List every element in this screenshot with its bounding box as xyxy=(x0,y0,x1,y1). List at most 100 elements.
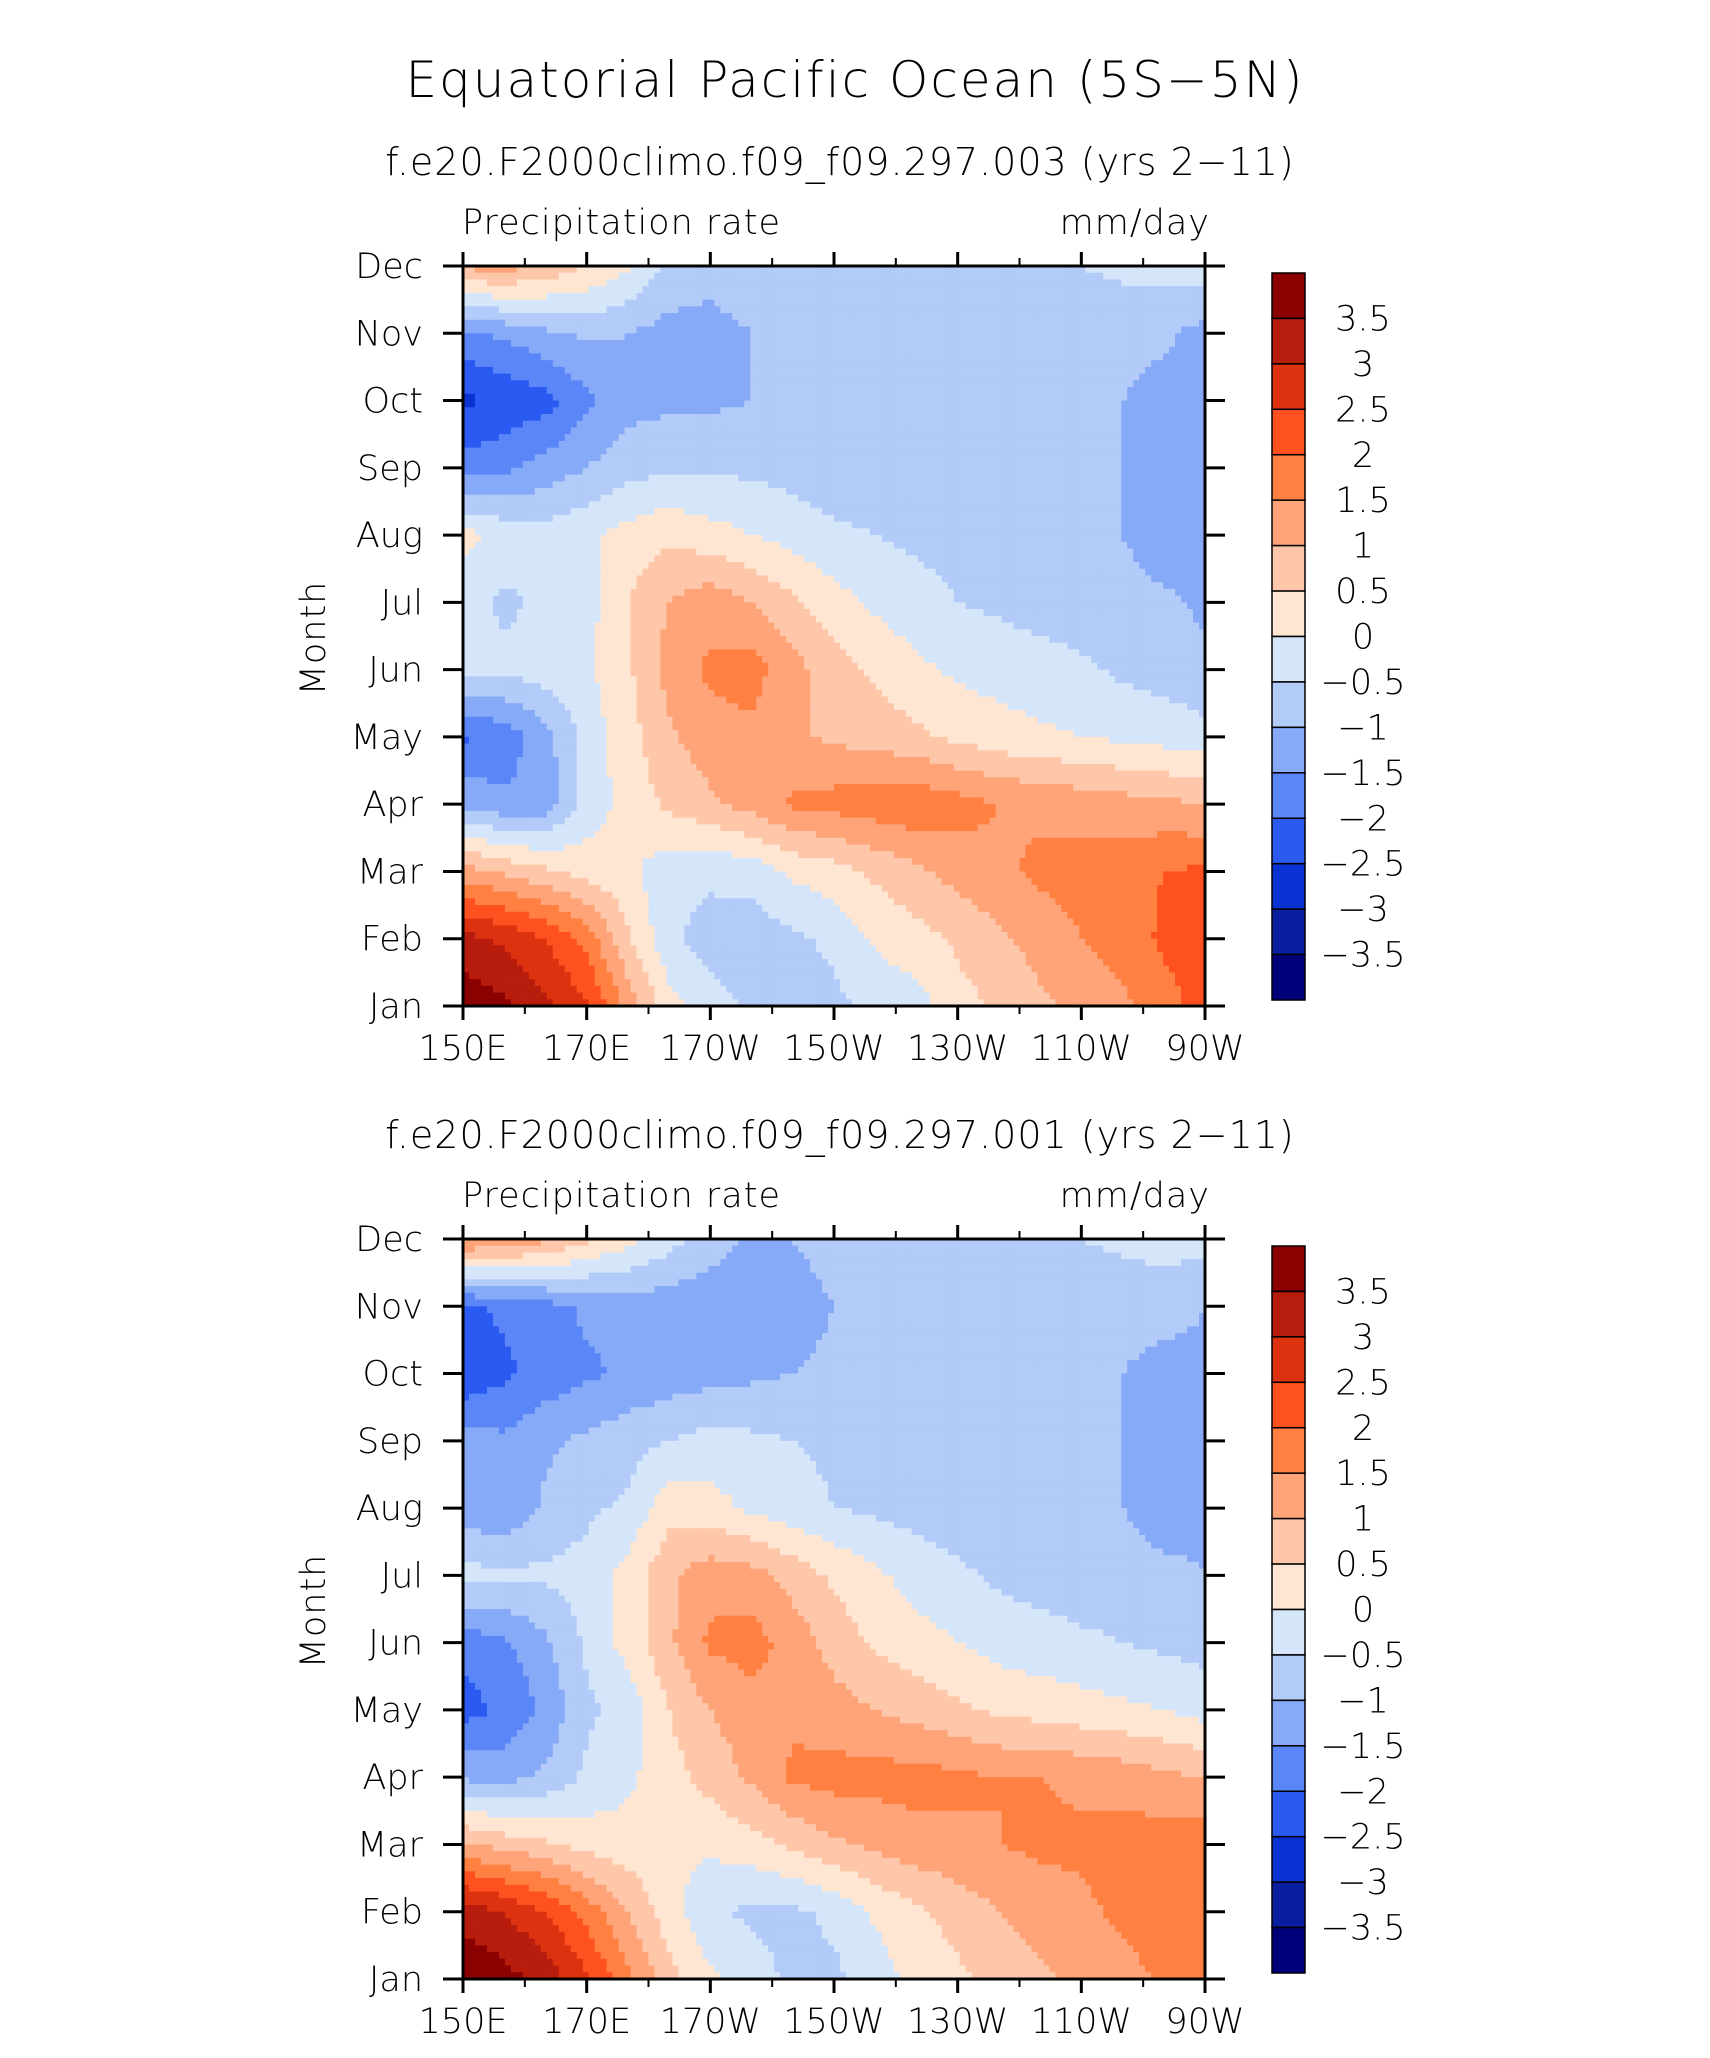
field-cell xyxy=(834,515,841,522)
field-cell xyxy=(523,495,530,502)
field-cell xyxy=(948,387,955,394)
field-cell xyxy=(559,367,566,374)
field-cell xyxy=(493,374,500,381)
field-cell xyxy=(834,448,841,455)
field-cell xyxy=(595,401,602,408)
field-cell xyxy=(966,475,973,482)
field-cell xyxy=(493,347,500,354)
field-cell xyxy=(948,374,955,381)
field-cell xyxy=(780,367,787,374)
field-cell xyxy=(631,300,638,307)
field-cell xyxy=(1037,347,1044,354)
field-cell xyxy=(690,340,697,347)
field-cell xyxy=(601,300,608,307)
field-cell xyxy=(577,313,584,320)
field-cell xyxy=(1031,300,1038,307)
field-cell xyxy=(906,387,913,394)
field-cell xyxy=(768,407,775,414)
field-cell xyxy=(852,515,859,522)
field-cell xyxy=(888,448,895,455)
field-cell xyxy=(768,414,775,421)
field-cell xyxy=(1187,454,1194,461)
field-cell xyxy=(1031,414,1038,421)
field-cell xyxy=(625,475,632,482)
field-cell xyxy=(798,441,805,448)
field-cell xyxy=(499,300,506,307)
field-cell xyxy=(1157,387,1164,394)
field-cell xyxy=(732,360,739,367)
field-cell xyxy=(1145,528,1152,535)
field-cell xyxy=(1055,387,1062,394)
field-cell xyxy=(511,327,518,334)
field-cell xyxy=(816,320,823,327)
field-cell xyxy=(595,300,602,307)
field-cell xyxy=(589,528,596,535)
field-cell xyxy=(858,528,865,535)
field-cell xyxy=(954,495,961,502)
field-cell xyxy=(1008,434,1015,441)
field-cell xyxy=(631,454,638,461)
field-cell xyxy=(1085,434,1092,441)
field-cell xyxy=(792,333,799,340)
field-cell xyxy=(882,488,889,495)
field-cell xyxy=(1008,414,1015,421)
field-cell xyxy=(1020,441,1027,448)
field-cell xyxy=(505,495,512,502)
field-cell xyxy=(744,481,751,488)
field-cell xyxy=(1055,407,1062,414)
field-cell xyxy=(631,286,638,293)
field-cell xyxy=(1055,528,1062,535)
field-cell xyxy=(948,461,955,468)
field-cell xyxy=(583,401,590,408)
field-cell xyxy=(882,347,889,354)
field-cell xyxy=(804,515,811,522)
field-cell xyxy=(649,495,656,502)
field-cell xyxy=(720,360,727,367)
field-cell xyxy=(595,306,602,313)
field-cell xyxy=(1008,401,1015,408)
field-cell xyxy=(553,501,560,508)
field-cell xyxy=(756,286,763,293)
field-cell xyxy=(816,387,823,394)
field-cell xyxy=(834,528,841,535)
field-cell xyxy=(469,441,476,448)
field-cell xyxy=(936,380,943,387)
field-cell xyxy=(702,286,709,293)
field-cell xyxy=(541,475,548,482)
field-cell xyxy=(798,367,805,374)
field-cell xyxy=(1193,495,1200,502)
field-cell xyxy=(756,522,763,529)
field-cell xyxy=(619,461,626,468)
field-cell xyxy=(1067,468,1074,475)
field-cell xyxy=(469,421,476,428)
field-cell xyxy=(619,347,626,354)
field-cell xyxy=(607,306,614,313)
field-cell xyxy=(625,434,632,441)
field-cell xyxy=(1020,333,1027,340)
field-cell xyxy=(637,495,644,502)
field-cell xyxy=(810,495,817,502)
field-cell xyxy=(660,387,667,394)
field-cell xyxy=(750,380,757,387)
field-cell xyxy=(487,273,494,280)
field-cell xyxy=(726,273,733,280)
field-cell xyxy=(984,522,991,529)
field-cell xyxy=(792,279,799,286)
field-cell xyxy=(978,501,985,508)
field-cell xyxy=(810,353,817,360)
field-cell xyxy=(834,380,841,387)
field-cell xyxy=(696,293,703,300)
field-cell xyxy=(912,461,919,468)
field-cell xyxy=(1031,293,1038,300)
field-cell xyxy=(481,522,488,529)
field-cell xyxy=(780,380,787,387)
field-cell xyxy=(553,441,560,448)
field-cell xyxy=(756,333,763,340)
field-cell xyxy=(505,273,512,280)
field-cell xyxy=(876,495,883,502)
field-cell xyxy=(1091,475,1098,482)
field-cell xyxy=(1139,367,1146,374)
field-cell xyxy=(1091,320,1098,327)
field-cell xyxy=(595,454,602,461)
field-cell xyxy=(1157,495,1164,502)
